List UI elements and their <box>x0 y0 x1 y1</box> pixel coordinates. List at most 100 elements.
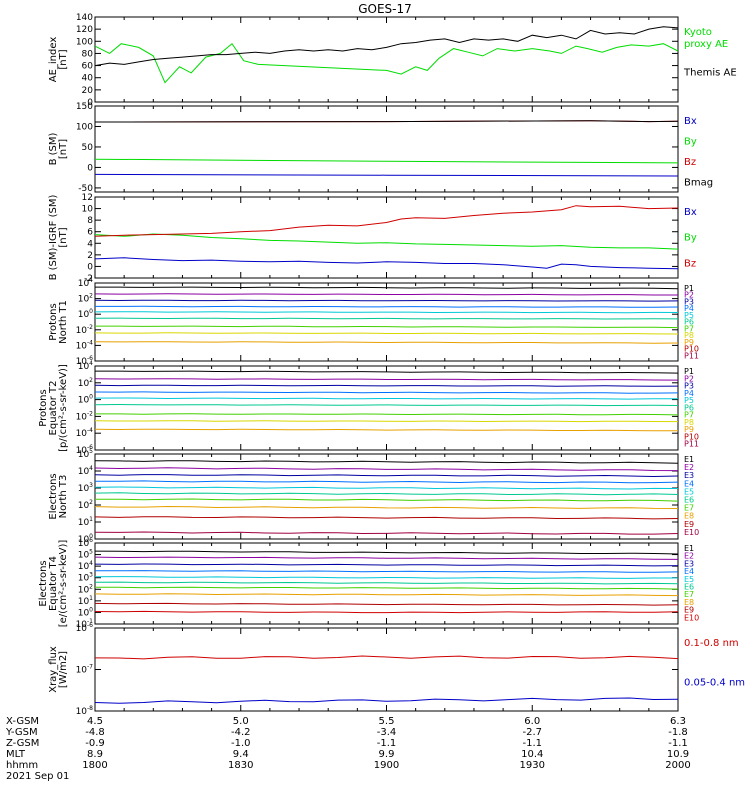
legend-e1: E1 <box>684 544 694 553</box>
y-tick-label: 105 <box>78 549 93 561</box>
series-line-e9 <box>94 602 679 606</box>
axis-row-value: -4.8 <box>85 727 105 738</box>
y-tick-label: 12 <box>82 193 93 203</box>
y-tick-label: 120 <box>76 25 93 35</box>
legend-p1: P1 <box>684 367 694 376</box>
legend-p8: P8 <box>684 418 694 427</box>
axis-row-value: -1.8 <box>668 727 688 738</box>
panel-frame <box>94 627 679 712</box>
legend-p6: P6 <box>684 318 694 327</box>
y-tick-label: 102 <box>78 377 93 389</box>
legend-p2: P2 <box>684 291 694 300</box>
series-line-p2 <box>94 378 679 381</box>
axis-row-value: -3.4 <box>377 727 397 738</box>
axis-row-value: -1.1 <box>377 738 397 749</box>
series-line-p4 <box>94 391 679 394</box>
legend-e9: E9 <box>684 520 694 529</box>
series-line-p5 <box>94 311 679 314</box>
y-axis-label: B (SM)-IGRF (SM)[nT] <box>48 195 69 281</box>
y-tick-label: 100 <box>76 122 93 132</box>
series-line-by <box>94 158 679 164</box>
axis-row-label: Z-GSM <box>6 738 39 749</box>
legend-p5: P5 <box>684 396 694 405</box>
legend-e10: E10 <box>684 528 699 537</box>
legend-p2: P2 <box>684 374 694 383</box>
axis-row-value: 10.9 <box>667 749 689 760</box>
legend-e5: E5 <box>684 487 694 496</box>
axis-row-value: -1.0 <box>231 738 251 749</box>
legend-p1: P1 <box>684 284 694 293</box>
axis-row-value: 1930 <box>520 760 545 771</box>
series-line-e3 <box>94 474 679 478</box>
series-line-p8 <box>94 420 679 423</box>
y-tick-label: 2 <box>87 251 93 261</box>
series-line-bx <box>94 257 679 270</box>
y-tick-label: 10-6 <box>76 355 94 367</box>
legend-0-1-0-8-nm: 0.1-0.8 nm <box>684 638 739 649</box>
y-tick-label: 50 <box>82 143 94 153</box>
x-axis-table: X-GSM 4.5 5.0 5.5 6.0 6.3 Y-GSM -4.8 -4.2 -3.4 -2.… <box>5 716 691 782</box>
series-line-bmag <box>94 120 679 123</box>
axis-row-value: 9.9 <box>379 749 395 760</box>
series-line-p2 <box>94 293 678 296</box>
axis-row-label: hhmm <box>6 760 38 771</box>
axis-row-value: 8.9 <box>87 749 103 760</box>
axis-row-value: -1.1 <box>522 738 542 749</box>
y-axis-label: B (SM)[nT] <box>48 132 69 165</box>
y-tick-label: 100 <box>78 606 93 618</box>
y-tick-label: 10-7 <box>76 664 94 676</box>
panel-p-north: 10-6 10-4 10-2 100 102 104 ProtonsNorth T1 P1P2… <box>48 277 699 367</box>
axis-row-value: 4.5 <box>87 716 103 727</box>
legend-e1: E1 <box>684 455 694 464</box>
series-line-e7 <box>94 586 679 590</box>
series-line-p8 <box>94 332 679 335</box>
series-line-e1 <box>94 550 679 555</box>
series-line-p7 <box>95 325 679 329</box>
panel-bsm: -50 0 50 100 150 B (SM)[nT] Bx By Bz Bmag <box>48 102 713 194</box>
y-tick-label: 0 <box>87 163 93 173</box>
y-tick-label: 100 <box>78 533 93 545</box>
series-line-e6 <box>94 492 679 496</box>
legend-bx: Bx <box>684 116 697 127</box>
legend-p7: P7 <box>684 411 694 420</box>
y-tick-label: 10-2 <box>76 410 94 422</box>
y-tick-label: 8 <box>87 216 93 226</box>
legend-e7: E7 <box>684 590 694 599</box>
axis-row-value: 6.3 <box>670 716 686 727</box>
y-tick-label: -2 <box>84 274 93 284</box>
axis-row-label: MLT <box>6 749 26 760</box>
y-tick-label: 104 <box>78 465 93 477</box>
legend-e10: E10 <box>684 613 699 622</box>
y-tick-label: 6 <box>87 228 93 238</box>
date-label: 2021 Sep 01 <box>6 771 69 782</box>
legend-e9: E9 <box>684 606 694 615</box>
y-tick-label: 10-2 <box>76 324 94 336</box>
y-tick-label: 10 <box>82 205 94 215</box>
axis-row-value: 1830 <box>228 760 253 771</box>
series-line-p4 <box>95 305 679 308</box>
y-tick-label: 105 <box>78 448 93 460</box>
y-tick-label: 100 <box>76 37 93 47</box>
y-axis-label: ProtonsNorth T1 <box>48 300 69 344</box>
legend-p4: P4 <box>684 389 694 398</box>
legend-0-05-0-4-nm: 0.05-0.4 nm <box>684 678 745 689</box>
series-line-p9 <box>94 428 679 432</box>
axis-row-value: 6.0 <box>524 716 540 727</box>
y-tick-label: 102 <box>78 499 93 511</box>
series-line-0-05-0-4-nm <box>94 697 679 704</box>
y-axis-label: Xray_flux[W/m2] <box>48 646 69 693</box>
series-line-e5 <box>94 486 679 490</box>
legend-e3: E3 <box>684 559 694 568</box>
y-tick-label: 104 <box>78 277 93 289</box>
series-line-p3 <box>94 299 679 302</box>
legend-e5: E5 <box>684 575 694 584</box>
axis-row-value: -1.1 <box>668 738 688 749</box>
axis-row-value: 5.5 <box>379 716 395 727</box>
panel-xray: 10-8 10-7 10-6 Xray_flux[W/m2] 0.1-0.8 nm 0.0… <box>48 622 745 717</box>
legend-p5: P5 <box>684 311 694 320</box>
legend-e8: E8 <box>684 512 694 521</box>
legend-e4: E4 <box>684 567 694 576</box>
y-tick-label: 10-6 <box>76 622 94 634</box>
legend-e2: E2 <box>684 552 694 561</box>
